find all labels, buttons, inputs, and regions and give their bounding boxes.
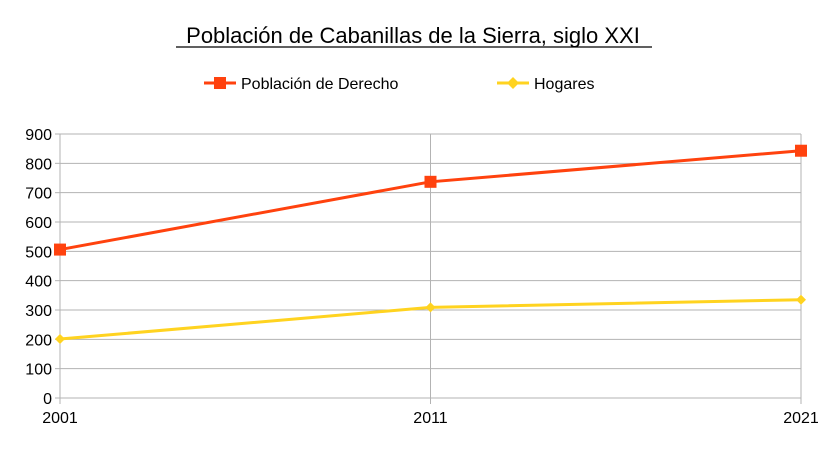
data-point — [424, 175, 437, 188]
y-tick-label: 900 — [25, 127, 52, 144]
y-tick-label: 300 — [25, 303, 52, 320]
legend-marker-square-icon — [214, 77, 226, 89]
legend: Población de Derecho Hogares — [204, 76, 594, 93]
legend-item-hogares: Hogares — [497, 76, 594, 93]
y-tick-label: 0 — [43, 391, 52, 408]
data-point — [54, 243, 66, 256]
legend-label-hogares: Hogares — [534, 76, 594, 93]
data-point — [425, 302, 436, 313]
series-hogares — [55, 294, 806, 345]
y-tick-label: 100 — [25, 362, 52, 379]
series-group — [54, 144, 807, 345]
data-point — [795, 144, 807, 157]
axes — [55, 133, 802, 404]
series-poblacion-de-derecho — [54, 144, 807, 256]
y-axis-ticks: 0 100 200 300 400 500 600 700 800 900 — [25, 127, 52, 408]
y-tick-label: 600 — [25, 215, 52, 232]
legend-marker-diamond-icon — [507, 77, 519, 89]
data-point — [55, 334, 65, 345]
y-tick-label: 500 — [25, 244, 52, 261]
y-tick-label: 700 — [25, 186, 52, 203]
y-tick-label: 800 — [25, 156, 52, 173]
y-tick-label: 400 — [25, 274, 52, 291]
chart-title: Población de Cabanillas de la Sierra, si… — [186, 23, 640, 48]
x-tick-label: 2021 — [783, 410, 819, 427]
gridlines — [59, 133, 802, 399]
y-tick-label: 200 — [25, 332, 52, 349]
x-tick-label: 2011 — [413, 410, 448, 427]
legend-item-poblacion: Población de Derecho — [204, 76, 399, 93]
legend-label-poblacion: Población de Derecho — [241, 76, 399, 93]
x-tick-label: 2001 — [42, 410, 78, 427]
x-axis-ticks: 2001 2011 2021 — [42, 410, 819, 427]
data-point — [796, 294, 806, 305]
